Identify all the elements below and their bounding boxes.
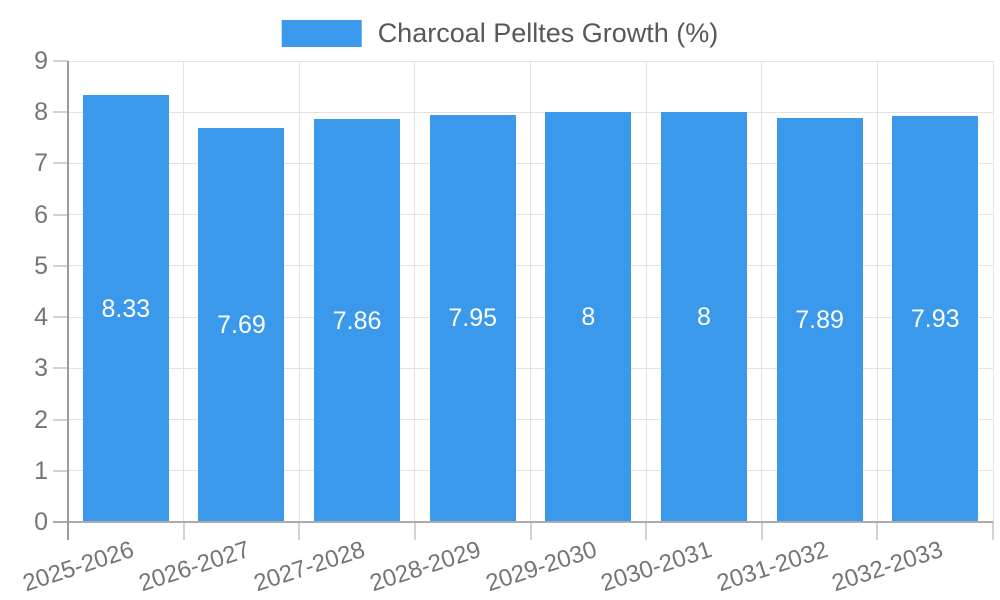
x-tick xyxy=(645,522,648,540)
bar[interactable] xyxy=(314,119,401,522)
x-tick xyxy=(992,522,994,540)
x-tick xyxy=(182,522,185,540)
x-tick xyxy=(298,522,301,540)
y-tick xyxy=(53,521,68,523)
y-axis-tick-label: 8 xyxy=(34,98,48,127)
x-tick xyxy=(529,522,532,540)
bar[interactable] xyxy=(776,117,863,522)
x-gridline xyxy=(298,61,300,522)
y-axis-tick-label: 9 xyxy=(34,47,48,75)
bar-value-label: 7.95 xyxy=(448,304,498,333)
chart-legend-item[interactable]: Charcoal Pelltes Growth (%) xyxy=(281,18,719,48)
y-tick xyxy=(53,418,68,421)
x-gridline xyxy=(414,61,416,522)
x-axis-tick-label: 2032-2033 xyxy=(829,536,947,598)
y-axis-tick-label: 6 xyxy=(34,200,48,229)
y-tick xyxy=(53,367,68,370)
y-axis-tick-label: 5 xyxy=(34,251,48,280)
x-tick xyxy=(760,522,763,540)
y-axis-tick-label: 0 xyxy=(34,508,48,536)
bar[interactable] xyxy=(545,112,632,522)
bar-value-label: 7.93 xyxy=(910,304,960,333)
bar[interactable] xyxy=(82,95,169,522)
zero-gridline xyxy=(68,521,993,523)
legend-label: Charcoal Pelltes Growth (%) xyxy=(377,18,719,48)
x-axis-tick-label: 2025-2026 xyxy=(19,536,138,598)
y-tick xyxy=(53,469,68,472)
bar[interactable] xyxy=(660,112,747,522)
y-axis-line xyxy=(67,61,69,540)
x-gridline xyxy=(992,61,994,522)
bar-value-label: 8 xyxy=(581,303,596,332)
y-tick xyxy=(53,60,68,62)
bar[interactable] xyxy=(198,128,285,522)
y-tick xyxy=(53,316,68,319)
bar-value-label: 8 xyxy=(696,303,711,332)
x-axis-tick-label: 2028-2029 xyxy=(366,536,485,598)
y-axis-tick-label: 3 xyxy=(34,354,48,383)
x-gridline xyxy=(183,61,185,522)
x-gridline xyxy=(761,61,763,522)
bar[interactable] xyxy=(429,114,516,522)
x-axis-tick-label: 2026-2027 xyxy=(135,536,253,598)
y-axis-tick-label: 2 xyxy=(34,405,48,434)
x-gridline xyxy=(530,61,531,522)
y-tick xyxy=(53,162,68,165)
bar-value-label: 8.33 xyxy=(101,294,151,323)
bar-value-label: 7.89 xyxy=(795,305,844,334)
x-axis-tick-label: 2031-2032 xyxy=(713,536,831,598)
y-axis-tick-label: 1 xyxy=(34,456,48,485)
y-axis-tick-label: 4 xyxy=(34,303,48,332)
x-gridline xyxy=(876,61,878,522)
x-tick xyxy=(876,522,879,540)
x-axis-tick-label: 2029-2030 xyxy=(482,536,600,598)
legend-swatch xyxy=(281,19,362,47)
y-tick xyxy=(53,111,68,114)
x-axis-tick-label: 2030-2031 xyxy=(597,536,716,598)
y-tick xyxy=(53,213,68,216)
x-tick xyxy=(413,522,416,540)
y-axis-tick-label: 7 xyxy=(34,149,48,178)
y-tick xyxy=(53,264,68,267)
bar[interactable] xyxy=(892,115,979,522)
x-axis-tick-label: 2027-2028 xyxy=(250,536,369,598)
x-gridline xyxy=(645,61,647,522)
bar-value-label: 7.69 xyxy=(217,311,266,340)
bar-value-label: 7.86 xyxy=(332,306,382,335)
